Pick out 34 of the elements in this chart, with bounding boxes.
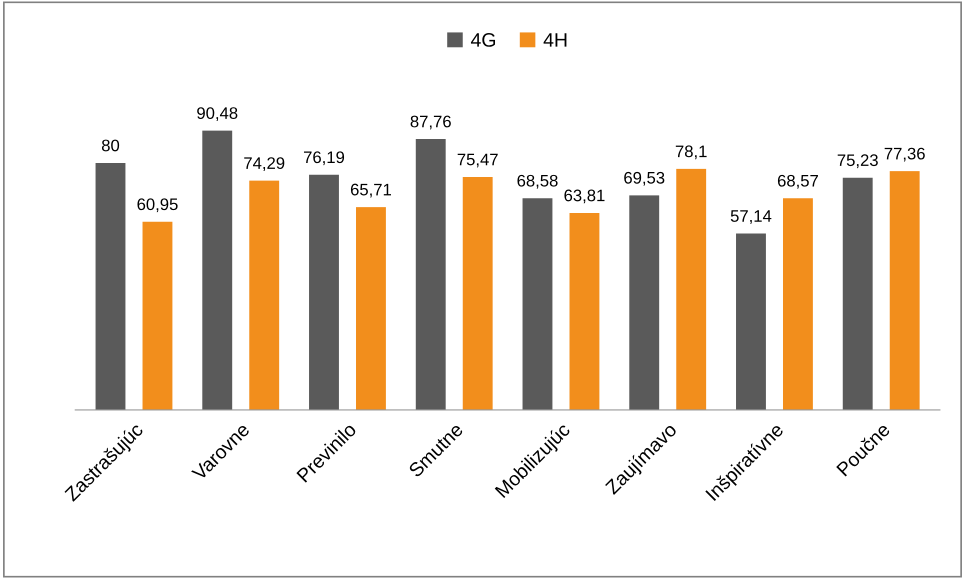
bar — [462, 176, 493, 410]
data-label: 80 — [102, 140, 120, 152]
data-label: 90,48 — [197, 107, 238, 121]
legend-label: 4G — [470, 33, 496, 47]
bar — [309, 174, 339, 410]
bar — [782, 198, 813, 410]
data-label: 65,71 — [350, 184, 391, 198]
data-label: 75,23 — [838, 154, 878, 168]
bar — [202, 130, 232, 410]
bar — [96, 163, 126, 410]
data-label: 68,57 — [778, 174, 818, 189]
bar — [629, 195, 660, 410]
bar — [142, 222, 172, 410]
data-label: 68,58 — [517, 174, 558, 189]
data-label: 76,19 — [304, 151, 344, 166]
data-label: 63,81 — [564, 190, 604, 204]
legend-label: 4H — [544, 33, 566, 47]
bar — [356, 207, 386, 410]
data-label: 57,14 — [730, 210, 772, 224]
bar — [249, 180, 280, 410]
data-label: 69,53 — [624, 172, 664, 186]
data-label: 77,36 — [884, 148, 925, 162]
bar — [570, 212, 600, 410]
bar — [416, 139, 446, 410]
bar — [890, 171, 920, 410]
data-label: 74,29 — [244, 157, 284, 171]
bar — [736, 234, 766, 410]
data-label: 87,76 — [410, 116, 451, 130]
bar — [842, 178, 873, 410]
data-label: 60,95 — [137, 198, 178, 212]
data-label: 78,1 — [676, 145, 707, 160]
bar — [676, 168, 706, 410]
data-label: 75,47 — [458, 154, 498, 168]
bar — [522, 198, 552, 410]
